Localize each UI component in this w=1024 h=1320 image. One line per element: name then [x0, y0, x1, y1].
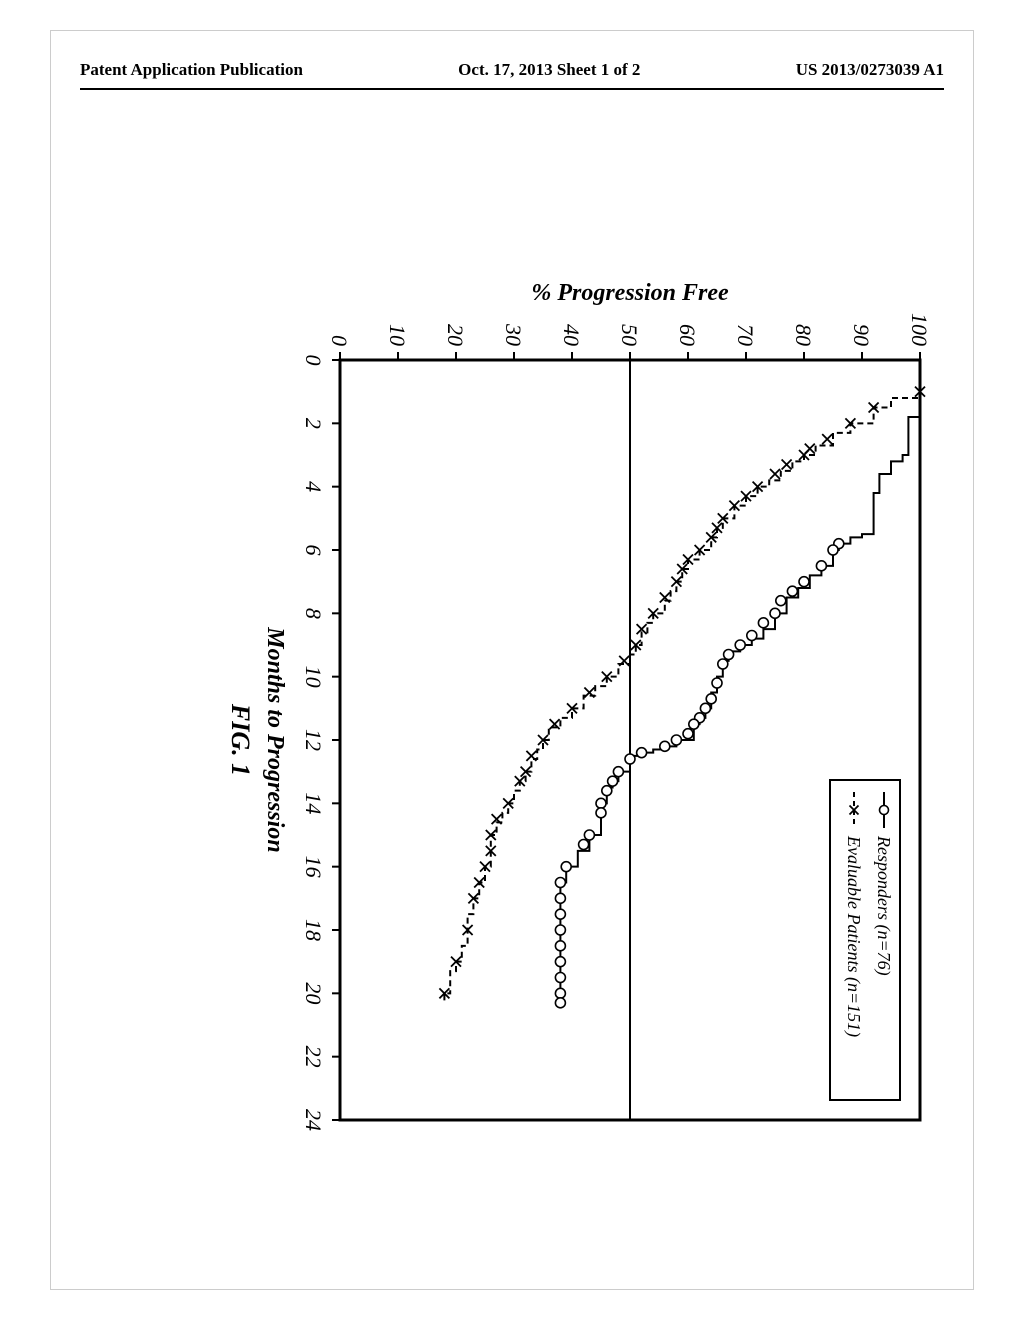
circle-marker [608, 776, 618, 786]
circle-marker [555, 941, 565, 951]
circle-marker [724, 650, 734, 660]
legend-label: Responders (n=76) [873, 835, 894, 976]
x-tick-label: 2 [301, 418, 326, 429]
circle-marker [880, 806, 889, 815]
circle-marker [613, 767, 623, 777]
x-tick-label: 18 [301, 919, 326, 941]
x-tick-label: 0 [301, 355, 326, 366]
x-tick-label: 16 [301, 856, 326, 878]
header-right: US 2013/0273039 A1 [796, 60, 944, 80]
circle-marker [637, 748, 647, 758]
circle-marker [555, 893, 565, 903]
figure-title: FIG. 1 [226, 703, 255, 776]
circle-marker [555, 957, 565, 967]
x-tick-label: 8 [301, 608, 326, 619]
circle-marker [700, 703, 710, 713]
circle-marker [555, 988, 565, 998]
legend-label: Evaluable Patients (n=151) [843, 835, 864, 1037]
circle-marker [602, 786, 612, 796]
y-tick-label: 40 [559, 324, 584, 346]
circle-marker [596, 798, 606, 808]
circle-marker [561, 862, 571, 872]
y-tick-label: 80 [791, 324, 816, 346]
x-tick-label: 20 [301, 982, 326, 1004]
x-tick-label: 14 [301, 792, 326, 814]
circle-marker [712, 678, 722, 688]
survival-chart: 0246810121416182022240102030405060708090… [210, 270, 950, 1150]
y-tick-label: 90 [849, 324, 874, 346]
circle-marker [625, 754, 635, 764]
circle-marker [579, 840, 589, 850]
y-axis-label: % Progression Free [531, 280, 729, 306]
y-tick-label: 20 [443, 324, 468, 346]
circle-marker [584, 830, 594, 840]
circle-marker [758, 618, 768, 628]
page-header: Patent Application Publication Oct. 17, … [0, 60, 1024, 80]
circle-marker [776, 596, 786, 606]
x-tick-label: 12 [301, 729, 326, 751]
header-rule [80, 88, 944, 90]
circle-marker [799, 577, 809, 587]
circle-marker [555, 878, 565, 888]
circle-marker [689, 719, 699, 729]
circle-marker [555, 998, 565, 1008]
circle-marker [671, 735, 681, 745]
circle-marker [706, 694, 716, 704]
chart-container: 0246810121416182022240102030405060708090… [70, 270, 950, 1010]
circle-marker [828, 545, 838, 555]
header-center: Oct. 17, 2013 Sheet 1 of 2 [458, 60, 640, 80]
circle-marker [555, 909, 565, 919]
circle-marker [596, 808, 606, 818]
circle-marker [770, 608, 780, 618]
circle-marker [660, 741, 670, 751]
y-tick-label: 30 [501, 323, 526, 346]
y-tick-label: 100 [907, 313, 932, 346]
y-tick-label: 60 [675, 324, 700, 346]
x-tick-label: 22 [301, 1046, 326, 1068]
circle-marker [718, 659, 728, 669]
circle-marker [816, 561, 826, 571]
y-tick-label: 10 [385, 324, 410, 346]
x-tick-label: 24 [301, 1109, 326, 1131]
x-tick-label: 6 [301, 545, 326, 556]
circle-marker [787, 586, 797, 596]
circle-marker [683, 729, 693, 739]
circle-marker [735, 640, 745, 650]
y-tick-label: 0 [327, 335, 352, 346]
x-tick-label: 4 [301, 481, 326, 492]
circle-marker [747, 631, 757, 641]
circle-marker [555, 925, 565, 935]
x-tick-label: 10 [301, 666, 326, 688]
x-axis-label: Months to Progression [262, 626, 288, 852]
y-tick-label: 50 [617, 324, 642, 346]
header-left: Patent Application Publication [80, 60, 303, 80]
y-tick-label: 70 [733, 324, 758, 346]
circle-marker [555, 973, 565, 983]
